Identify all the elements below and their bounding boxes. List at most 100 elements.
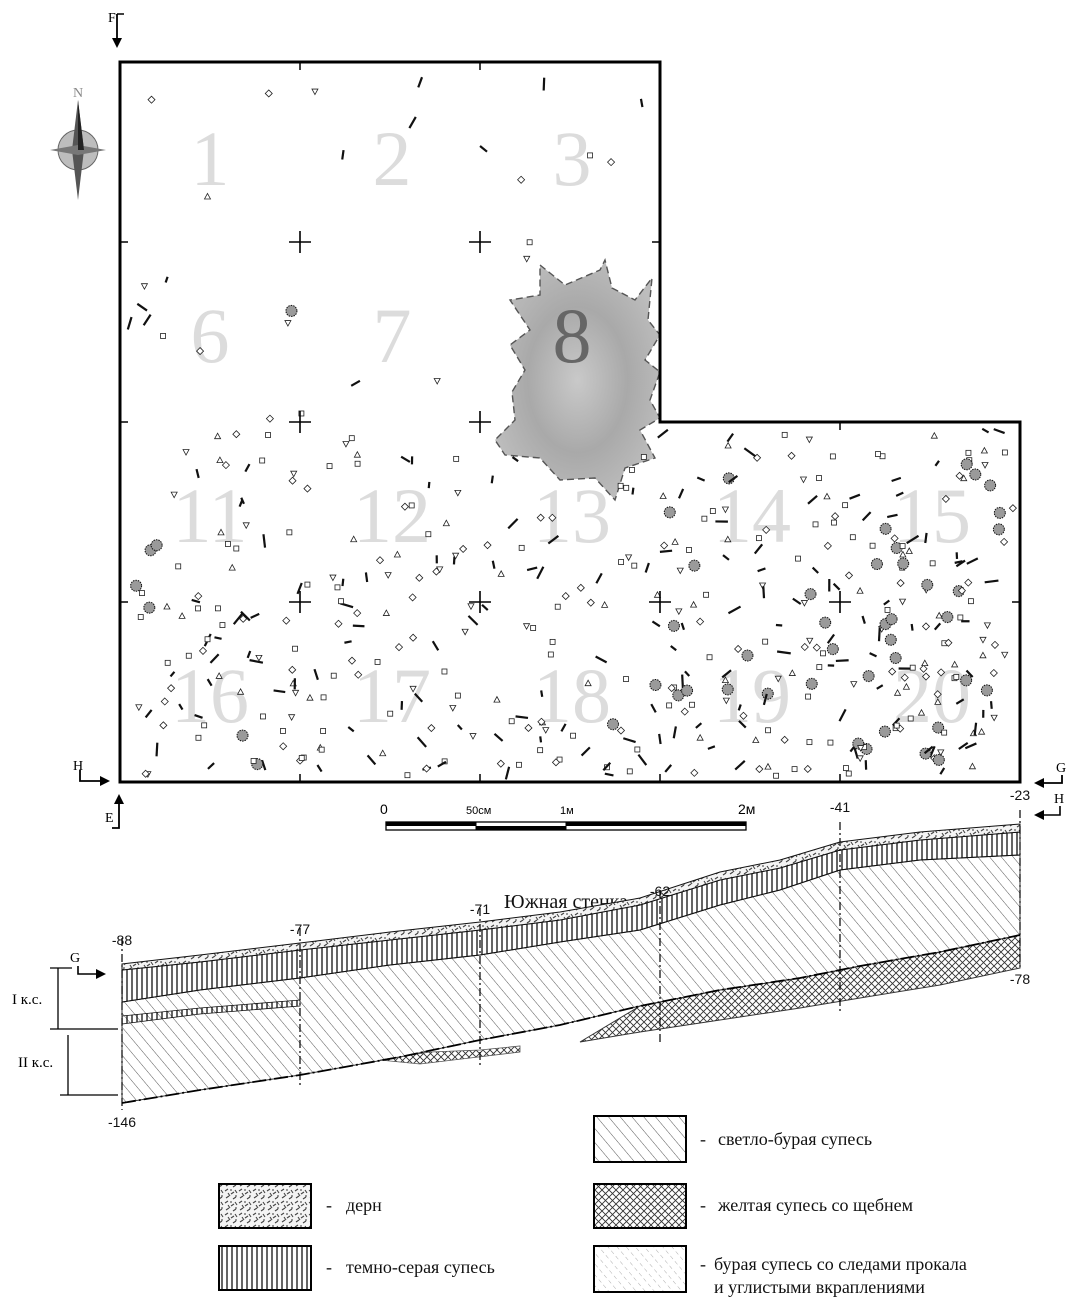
find-diamond xyxy=(890,534,899,543)
square-number: 17 xyxy=(353,652,431,739)
legend-dash: - xyxy=(700,1254,706,1274)
find-diamond xyxy=(933,690,942,699)
find-fragment xyxy=(456,724,463,731)
find-fragment xyxy=(417,76,424,88)
find-fragment xyxy=(240,610,251,622)
find-fragment xyxy=(479,145,488,153)
find-triangle xyxy=(902,682,911,690)
find-triangle xyxy=(653,590,662,598)
find-diamond xyxy=(427,723,436,733)
find-fragment xyxy=(659,549,673,553)
square-number: 13 xyxy=(533,472,611,559)
find-square xyxy=(570,732,576,739)
find-diamond xyxy=(551,758,561,767)
find-square xyxy=(816,475,822,481)
square-number: 20 xyxy=(893,652,971,739)
legend-label-brown-burnt: бурая супесь со следами прокала xyxy=(714,1254,967,1274)
find-triangle xyxy=(980,446,989,454)
find-diamond xyxy=(780,735,789,744)
find-fragment xyxy=(416,736,427,748)
grid-cross xyxy=(289,591,311,613)
find-triangle xyxy=(135,704,143,712)
square-number: 3 xyxy=(553,115,592,202)
find-diamond xyxy=(989,668,998,678)
find-diamond xyxy=(347,656,357,665)
find-triangle xyxy=(291,689,300,697)
find-square xyxy=(139,590,145,596)
square-number: 2 xyxy=(373,115,412,202)
find-triangle xyxy=(898,598,907,606)
find-square xyxy=(820,650,826,657)
legend-dash: - xyxy=(326,1257,332,1277)
profile-marker-h: H xyxy=(1054,792,1064,807)
find-square xyxy=(617,482,624,489)
find-diamond xyxy=(195,346,205,356)
find-triangle xyxy=(934,698,942,705)
find-stone xyxy=(819,616,832,629)
find-diamond xyxy=(160,697,169,706)
find-fragment xyxy=(347,726,355,733)
find-triangle xyxy=(990,714,998,722)
scale-50cm: 50см xyxy=(466,805,491,817)
find-fragment xyxy=(580,746,591,757)
find-square xyxy=(795,555,801,562)
find-square xyxy=(233,545,240,552)
find-square xyxy=(454,692,461,699)
find-fragment xyxy=(481,604,489,611)
find-triangle xyxy=(696,733,704,741)
find-square xyxy=(164,659,171,666)
find-fragment xyxy=(954,560,963,564)
find-fragment xyxy=(547,535,560,545)
find-square xyxy=(618,559,624,565)
find-square xyxy=(953,674,960,680)
find-stone xyxy=(805,677,818,690)
section-markers: F E H G xyxy=(73,11,1066,829)
find-fragment xyxy=(762,586,766,599)
find-diamond xyxy=(194,592,203,601)
find-stone xyxy=(932,753,945,766)
find-fragment xyxy=(861,615,866,624)
find-fragment xyxy=(400,455,411,463)
find-square xyxy=(441,668,448,675)
find-fragment xyxy=(923,745,934,755)
find-fragment xyxy=(364,572,369,583)
find-fragment xyxy=(142,314,152,326)
find-triangle xyxy=(382,609,391,616)
find-stone xyxy=(941,611,954,624)
find-fragment xyxy=(861,511,872,522)
find-square xyxy=(816,664,823,671)
find-stone xyxy=(672,689,685,702)
find-square xyxy=(292,645,298,652)
square-number: 16 xyxy=(171,652,249,739)
find-diamond xyxy=(159,721,168,730)
find-square xyxy=(219,622,226,628)
scale-1m: 1м xyxy=(560,805,574,817)
find-triangle xyxy=(950,660,959,668)
find-diamond xyxy=(517,175,526,184)
find-square xyxy=(298,410,305,417)
legend-label-brown-burnt-2: и углистыми вкраплениями xyxy=(714,1277,925,1297)
find-fragment xyxy=(341,149,345,160)
find-square xyxy=(629,466,635,473)
square-number: 6 xyxy=(191,292,230,379)
find-square xyxy=(348,435,355,442)
find-square xyxy=(703,591,709,598)
find-diamond xyxy=(288,665,297,674)
find-triangle xyxy=(968,762,977,770)
find-fragment xyxy=(876,684,884,690)
find-fragment xyxy=(762,693,768,706)
find-fragment xyxy=(366,754,377,766)
find-square xyxy=(195,605,201,612)
find-triangle xyxy=(806,637,814,645)
elevation-label: -88 xyxy=(112,932,132,948)
find-square xyxy=(554,603,561,610)
find-fragment xyxy=(631,487,635,495)
legend-swatch-yellow-gravel xyxy=(593,1183,687,1229)
square-number: 14 xyxy=(713,472,791,559)
find-square xyxy=(827,739,834,746)
find-triangle xyxy=(724,535,732,543)
find-fragment xyxy=(792,597,802,605)
find-fragment xyxy=(413,692,424,703)
find-fragment xyxy=(622,737,636,744)
grid-cross xyxy=(649,591,671,613)
